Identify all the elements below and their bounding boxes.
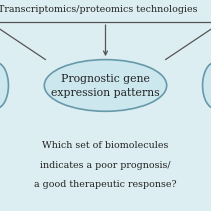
- Text: Which set of biomolecules: Which set of biomolecules: [42, 141, 169, 150]
- Text: indicates a poor prognosis/: indicates a poor prognosis/: [40, 161, 171, 169]
- Text: Prognostic gene: Prognostic gene: [61, 74, 150, 84]
- Ellipse shape: [203, 62, 211, 109]
- Text: a good therapeutic response?: a good therapeutic response?: [34, 180, 177, 189]
- Text: Transcriptomics/proteomics technologies: Transcriptomics/proteomics technologies: [0, 5, 197, 14]
- Ellipse shape: [0, 62, 8, 109]
- Ellipse shape: [44, 60, 167, 111]
- Text: expression patterns: expression patterns: [51, 88, 160, 99]
